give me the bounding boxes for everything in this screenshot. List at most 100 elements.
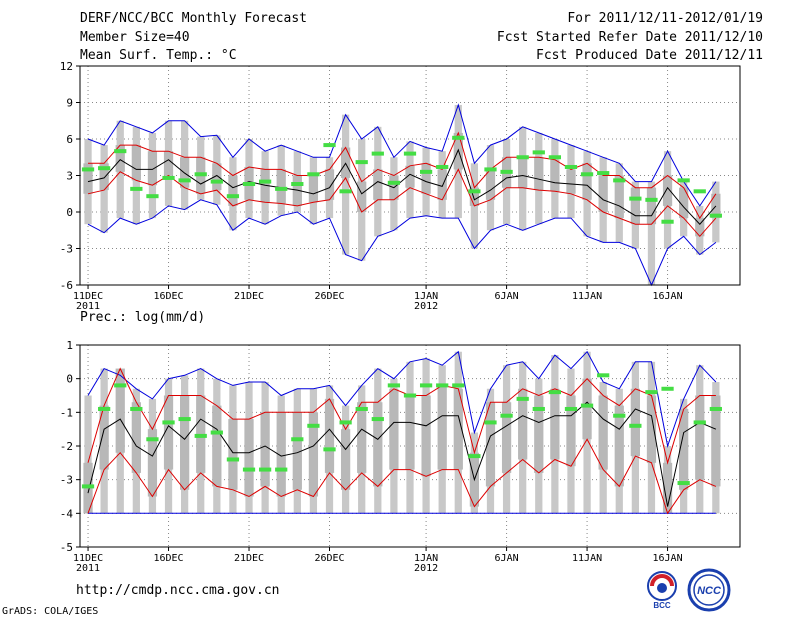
temperature-mean-marker (307, 172, 320, 177)
temperature-mean-marker (178, 178, 191, 183)
temperature-ytick-label: -3 (60, 243, 73, 256)
temperature-mean-marker (323, 143, 336, 148)
precipitation-xtick-label: 11DEC (73, 553, 103, 564)
temperature-mean-marker (339, 189, 352, 194)
precipitation-mean-marker (178, 417, 191, 422)
precipitation-mean-marker (532, 406, 545, 411)
temperature-mean-marker (291, 182, 304, 187)
precipitation-mean-marker (291, 437, 304, 442)
temperature-mean-marker (210, 179, 223, 184)
forecast-produced: Fcst Produced Date 2011/12/11 (536, 48, 763, 63)
precipitation-mean-marker (613, 413, 626, 418)
precipitation-box-iqr (389, 388, 399, 470)
precipitation-box-iqr (711, 395, 721, 487)
temperature-box-iqr (99, 163, 109, 191)
temperature-xtick-label: 26DEC (314, 291, 344, 302)
temperature-mean-marker (436, 164, 449, 169)
precipitation-frame (79, 344, 741, 548)
precipitation-ytick-label: -4 (60, 507, 74, 520)
temperature-box-iqr (630, 187, 640, 225)
temperature-min-line (87, 199, 717, 287)
precipitation-ytick-label: 1 (66, 339, 73, 352)
bcc-logo-text: BCC (653, 601, 671, 610)
precipitation-mean-marker (81, 484, 95, 489)
temperature-mean-marker (259, 179, 272, 184)
precipitation-box-iqr (340, 429, 351, 490)
precipitation-mean-marker (226, 457, 240, 462)
temperature-box-iqr (260, 169, 270, 203)
precipitation-box-iqr (260, 412, 270, 487)
temperature-mean-marker (452, 135, 465, 140)
panel1-label: Mean Surf. Temp.: °C (80, 48, 237, 63)
temperature-box-iqr (550, 159, 560, 192)
temperature-p75-line (88, 131, 717, 220)
temperature-frame (79, 65, 741, 286)
temperature-max-line (87, 103, 717, 207)
temperature-median-line (87, 148, 717, 225)
temperature-xtick-label: 16DEC (153, 291, 183, 302)
temperature-mean-marker (468, 189, 481, 194)
temperature-mean-marker (81, 167, 95, 172)
precipitation-box-iqr (324, 398, 335, 473)
precipitation-xtick-label: 6JAN (495, 553, 519, 564)
precipitation-mean-marker (307, 423, 320, 428)
temperature-box-iqr (324, 169, 335, 200)
precipitation-box-iqr (228, 419, 238, 490)
temperature-box-iqr (469, 187, 480, 206)
precipitation-box-iqr (292, 412, 302, 490)
precipitation-max-line (87, 350, 717, 448)
temperature-xtick-year: 2011 (76, 301, 100, 312)
precipitation-xtick-label: 21DEC (234, 553, 264, 564)
temperature-box-iqr (163, 151, 174, 176)
temperature-mean-marker (114, 149, 127, 154)
precipitation-box-iqr (550, 388, 560, 460)
precipitation-xtick-year: 2011 (76, 563, 100, 574)
precipitation-mean-marker (468, 454, 481, 459)
precipitation-mean-marker (693, 420, 706, 425)
precipitation-box-iqr (437, 385, 447, 470)
precipitation-mean-marker (130, 406, 143, 411)
precipitation-p75-line (87, 367, 716, 465)
precipitation-mean-marker (564, 406, 578, 411)
precipitation-box-iqr (405, 395, 415, 470)
ncc-logo: NCC (686, 568, 732, 612)
precipitation-box-iqr (646, 395, 657, 463)
temperature-box-iqr (582, 163, 592, 200)
temperature-box-iqr (566, 169, 576, 194)
precipitation-mean-marker (661, 386, 674, 391)
temperature-mean-marker (548, 155, 561, 160)
temperature-box-iqr (131, 145, 141, 181)
precipitation-mean-marker (387, 383, 401, 388)
temperature-mean-marker (693, 189, 706, 194)
precipitation-box-iqr (373, 402, 383, 487)
precipitation-ytick-label: 0 (66, 373, 73, 386)
precipitation-xtick-label: 26DEC (314, 553, 344, 564)
chart-title: DERF/NCC/BCC Monthly Forecast (80, 11, 307, 26)
temperature-mean-marker (516, 155, 529, 160)
precipitation-box-iqr (662, 462, 673, 514)
temperature-box-iqr (212, 163, 222, 191)
precipitation-mean-marker (709, 406, 722, 411)
precipitation-box-iqr (244, 419, 254, 497)
temperature-mean-marker (242, 182, 256, 187)
temperature-mean-marker (677, 178, 690, 183)
panel2-label: Prec.: log(mm/d) (80, 310, 206, 325)
temperature-ytick-label: 12 (60, 60, 73, 73)
temperature-xtick-label: 6JAN (495, 291, 519, 302)
temperature-mean-marker (419, 169, 433, 174)
grads-credit: GrADS: COLA/IGES (2, 606, 99, 617)
precipitation-mean-marker (419, 383, 433, 388)
temperature-box-iqr (147, 151, 158, 186)
precipitation-ytick-label: -3 (60, 474, 73, 487)
precipitation-p25-line (87, 438, 717, 515)
precipitation-mean-marker (275, 467, 288, 472)
temperature-box-iqr (662, 175, 673, 206)
temperature-box-iqr (485, 169, 496, 200)
precipitation-box-iqr (99, 405, 109, 470)
precipitation-box-iqr (582, 378, 592, 440)
temperature-box-iqr (373, 169, 383, 200)
precipitation-box-iqr (614, 405, 624, 487)
temperature-mean-marker (403, 151, 417, 156)
temperature-box-range (341, 114, 350, 255)
precipitation-box-iqr (630, 388, 640, 457)
